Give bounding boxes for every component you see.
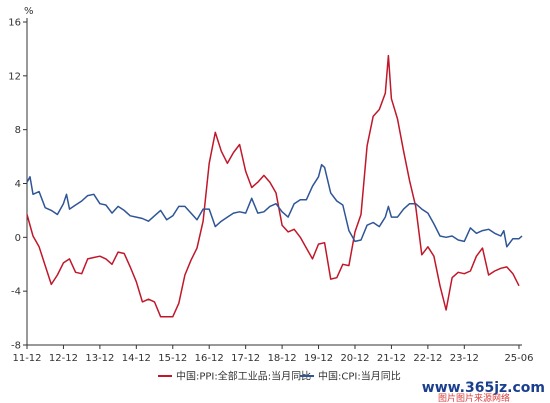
series-line-ppi	[26, 54, 520, 318]
x-tick-label: 12-12	[49, 353, 78, 364]
x-tick-label: 14-12	[122, 353, 151, 364]
y-tick-label: 8	[15, 125, 21, 136]
x-tick-label: 18-12	[268, 353, 297, 364]
watermark-text: www.365jz.com	[422, 380, 545, 396]
x-tick-label: 19-12	[304, 353, 333, 364]
y-tick-label: -8	[11, 341, 21, 352]
x-tick-label: 21-12	[377, 353, 406, 364]
watermark-subtext: 图片图片来源网络	[438, 392, 510, 403]
series-layer	[26, 54, 523, 318]
y-tick-label: 12	[8, 71, 21, 82]
legend-label-cpi: 中国:CPI:当月同比	[318, 370, 401, 383]
x-tick-label: 23-12	[450, 353, 479, 364]
x-tick-label: 13-12	[85, 353, 114, 364]
y-axis-unit: %	[24, 6, 34, 17]
legend: 中国:PPI:全部工业品:当月同比 中国:CPI:当月同比	[158, 370, 401, 383]
y-tick-label: -4	[11, 287, 21, 298]
series-line-cpi	[26, 163, 523, 248]
x-tick-label: 16-12	[195, 353, 224, 364]
legend-label-ppi: 中国:PPI:全部工业品:当月同比	[176, 370, 311, 383]
y-tick-label: 0	[15, 233, 21, 244]
x-tick-label: 11-12	[12, 353, 41, 364]
y-tick-label: 4	[15, 179, 21, 190]
x-tick-label: 20-12	[340, 353, 369, 364]
x-tick-label: 25-06	[504, 353, 533, 364]
x-tick-label: 15-12	[158, 353, 187, 364]
x-tick-label: 17-12	[231, 353, 260, 364]
y-tick-label: 16	[8, 18, 21, 29]
x-tick-label: 22-12	[413, 353, 442, 364]
axes: %16 12 8 4 0 -4 -811-12 12-12 13-12 14-12 15-12 16-…	[8, 6, 533, 364]
